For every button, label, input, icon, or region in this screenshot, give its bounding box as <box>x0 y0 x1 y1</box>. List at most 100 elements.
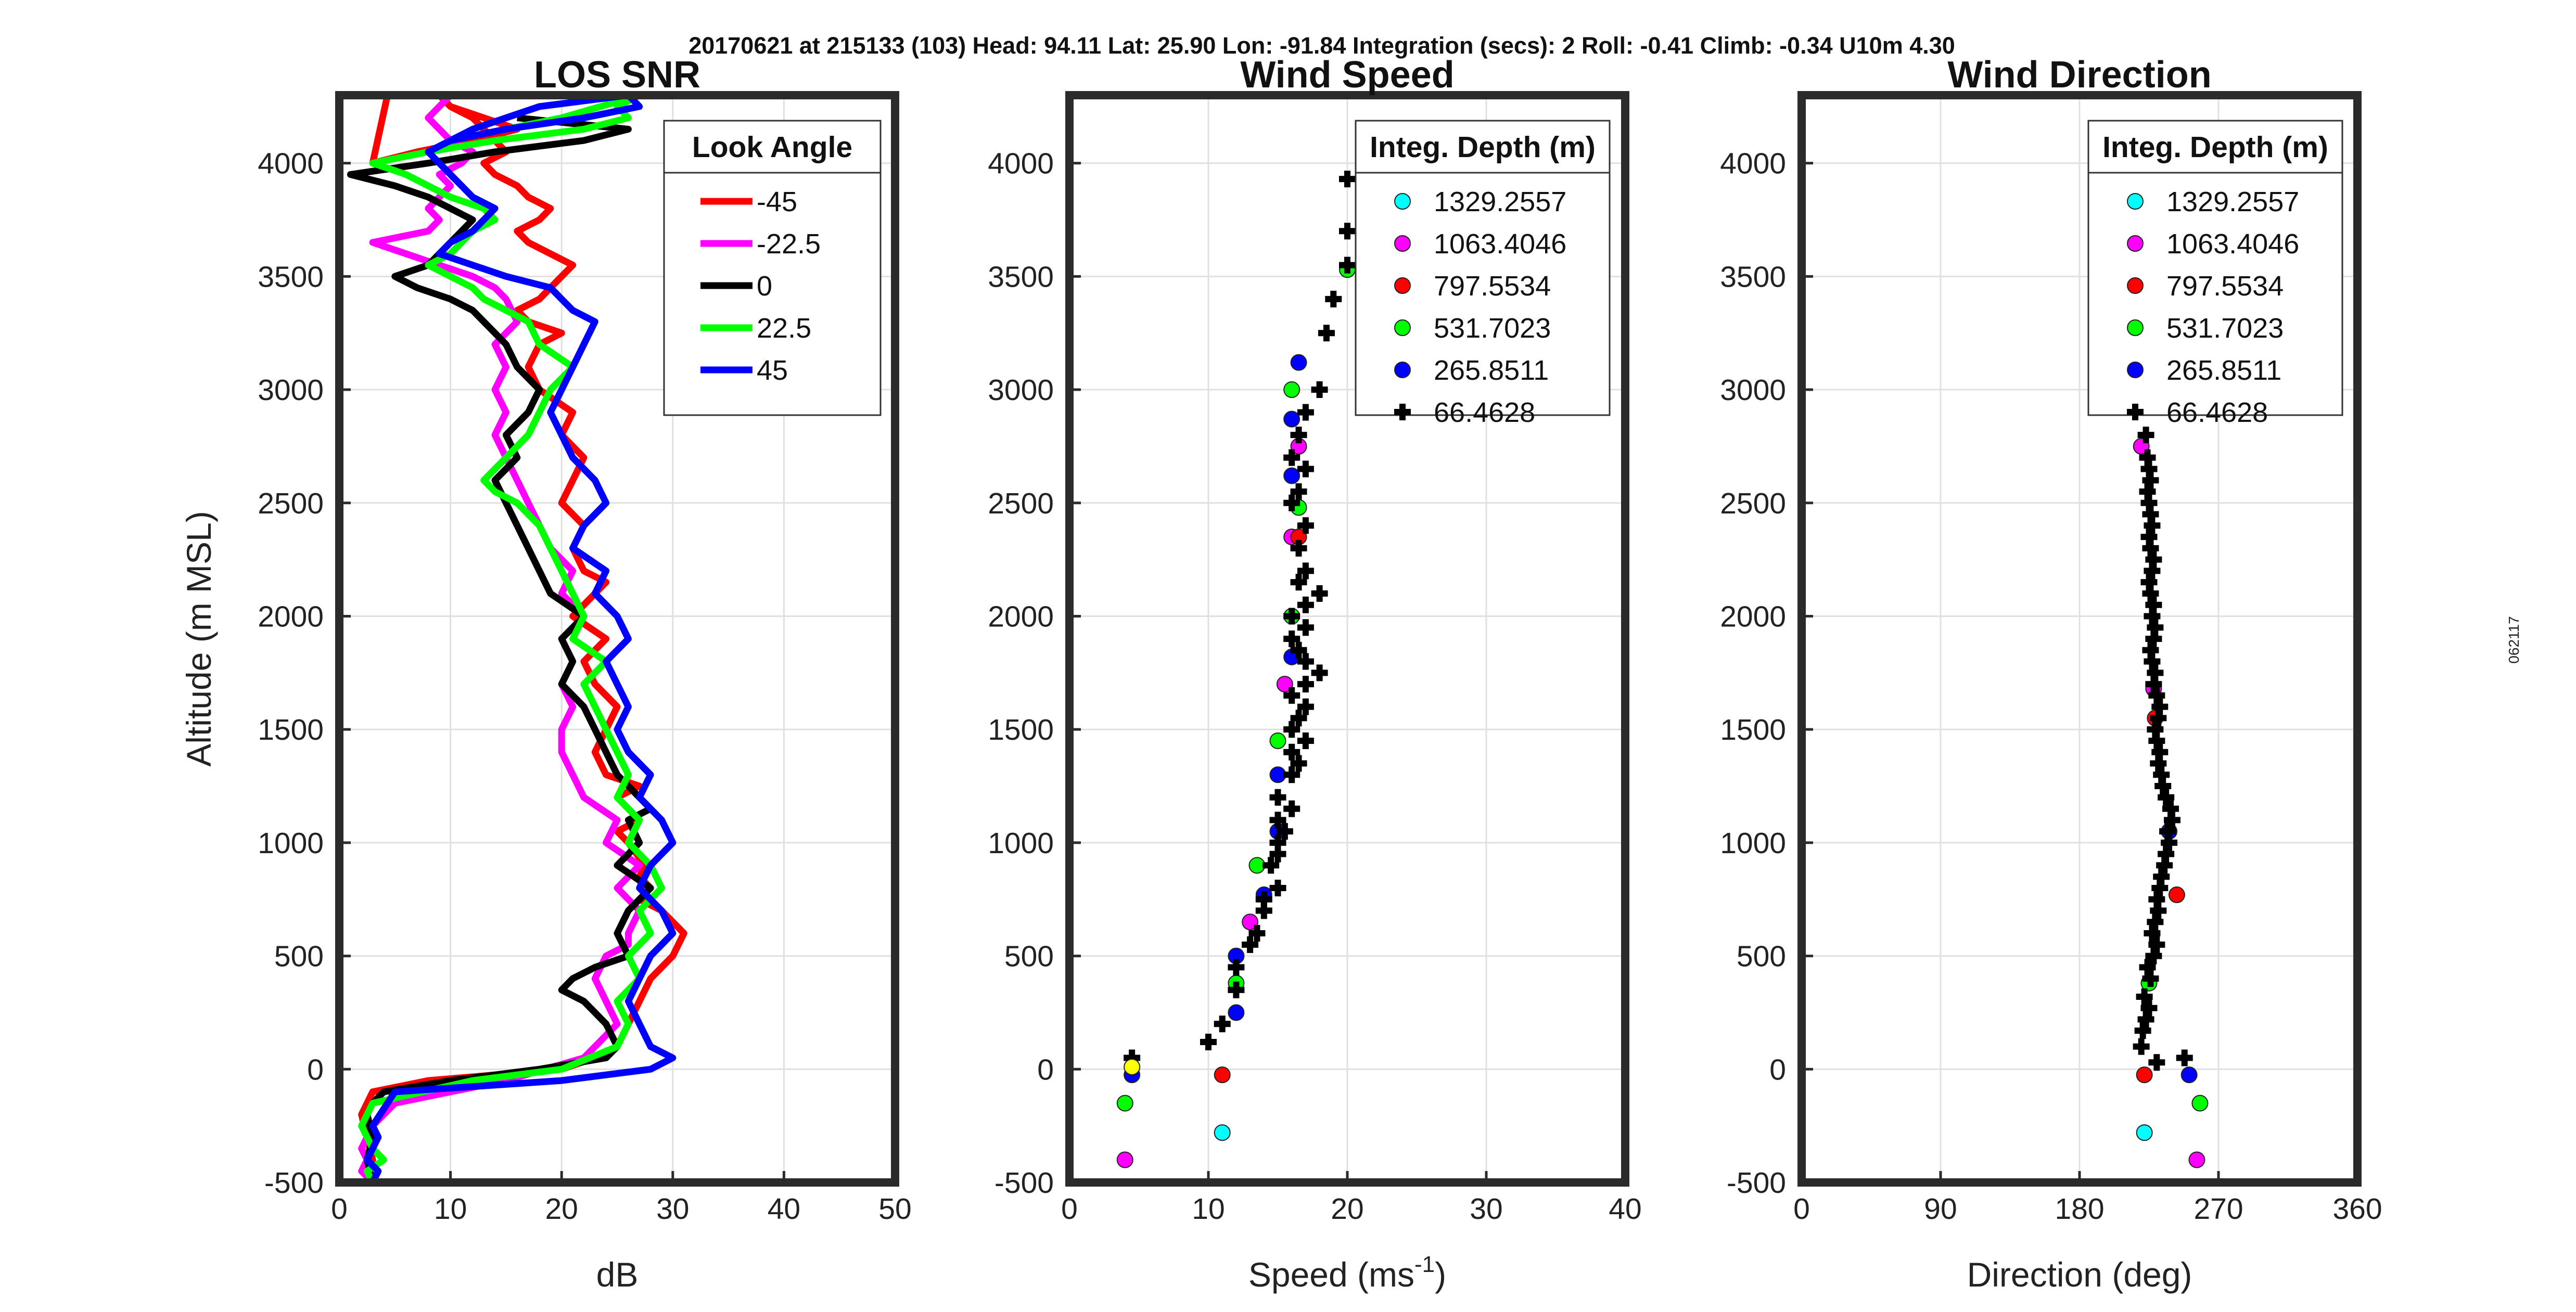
y-tick-label: 3500 <box>258 260 324 293</box>
legend-entry: 1329.2557 <box>1434 186 1566 217</box>
plus-marker <box>1269 789 1286 806</box>
x-tick-label: 0 <box>1061 1192 1078 1226</box>
y-tick-label: 1500 <box>258 713 324 747</box>
legend-swatch-plus <box>1394 404 1411 420</box>
plus-marker <box>1297 732 1314 749</box>
plus-marker <box>1339 256 1356 274</box>
legend-entry: 531.7023 <box>1434 313 1551 344</box>
plus-marker <box>1318 325 1335 342</box>
legend-entry: 265.8511 <box>2166 355 2281 386</box>
y-tick-label: 3000 <box>988 374 1054 407</box>
plus-marker <box>1214 1015 1231 1033</box>
plus-marker <box>1283 766 1300 783</box>
legend-entry: 797.5534 <box>2166 271 2284 302</box>
circle-marker <box>2136 1124 2153 1141</box>
plus-marker <box>1283 449 1300 466</box>
plus-marker <box>2176 1049 2193 1066</box>
circle-marker <box>1228 1004 1245 1021</box>
legend-entry: 531.7023 <box>2166 313 2284 344</box>
y-tick-label: 500 <box>1737 940 1786 973</box>
plus-marker <box>1283 631 1300 647</box>
plus-marker <box>1283 800 1300 817</box>
plus-marker <box>1283 743 1300 761</box>
y-tick-label: 4000 <box>988 147 1054 181</box>
legend-entry: 1329.2557 <box>2166 186 2299 217</box>
legend-swatch-circle <box>2127 235 2144 252</box>
x-tick-label: 30 <box>656 1192 689 1226</box>
y-tick-label: 500 <box>1004 940 1054 973</box>
subplot-2: 0 10 20 30 40-500050010001500200025003000350… <box>988 54 1642 1294</box>
plus-marker <box>1283 687 1300 704</box>
legend-entry: 797.5534 <box>1434 271 1551 302</box>
plus-marker <box>1297 460 1314 478</box>
y-tick-label: 3500 <box>988 260 1054 293</box>
x-tick-label: 40 <box>768 1192 800 1226</box>
circle-marker <box>2136 1066 2153 1084</box>
y-tick-label: 3500 <box>1720 260 1786 293</box>
legend-entry: 45 <box>757 355 788 386</box>
legend-entry: -45 <box>757 186 797 217</box>
x-tick-label: 30 <box>1470 1192 1502 1226</box>
plus-marker <box>1283 608 1300 625</box>
legend-entry: 1063.4046 <box>1434 228 1566 260</box>
axes-box <box>335 91 899 1187</box>
plus-marker <box>1269 812 1286 829</box>
plot-data <box>1116 171 1356 1168</box>
side-stamp: 062117 <box>2506 616 2522 663</box>
y-tick-label: 2500 <box>258 487 324 520</box>
circle-marker <box>1269 766 1286 783</box>
y-tick-label: 1000 <box>1720 827 1786 860</box>
y-tick-label: 2500 <box>988 487 1054 520</box>
legend-entry: 265.8511 <box>1434 355 1549 386</box>
y-tick-label: -500 <box>1727 1166 1786 1200</box>
subplot-title: LOS SNR <box>534 54 700 96</box>
plus-marker <box>1276 823 1293 840</box>
plus-marker <box>1290 755 1307 772</box>
plus-marker <box>1200 1034 1217 1051</box>
x-tick-label: 20 <box>545 1192 578 1226</box>
legend-entry: 66.4628 <box>1434 397 1535 428</box>
plus-marker <box>2148 936 2165 953</box>
legend: Integ. Depth (m) 1329.2557 1063.4046 797.55… <box>1355 120 1611 428</box>
plus-marker <box>1297 676 1314 693</box>
x-axis-label-main: Speed (ms <box>1248 1255 1414 1294</box>
plus-marker <box>1339 223 1356 240</box>
legend-swatch-circle <box>2127 193 2144 210</box>
y-tick-label: 0 <box>1037 1053 1054 1086</box>
legend-entry: -22.5 <box>757 228 821 260</box>
plus-marker <box>1228 981 1245 998</box>
y-tick-label: 4000 <box>1720 147 1786 181</box>
plus-marker <box>2139 959 2156 976</box>
plus-marker <box>1290 710 1307 727</box>
plus-marker <box>1290 641 1307 659</box>
legend-swatch-circle <box>1394 235 1411 252</box>
plus-marker <box>1297 517 1314 534</box>
plus-marker <box>1297 596 1314 613</box>
plus-marker <box>1297 562 1314 580</box>
y-tick-label: 2500 <box>1720 487 1786 520</box>
y-tick-label: 4000 <box>258 147 324 181</box>
y-tick-label: 0 <box>307 1053 324 1086</box>
plus-marker <box>1297 404 1314 421</box>
x-tick-label: 270 <box>2194 1192 2243 1226</box>
legend-swatch-circle <box>2127 362 2144 378</box>
subplots: 0 10 20 30 40 50-5000500100015002000250030003… <box>180 54 2382 1294</box>
legend-box <box>663 120 882 416</box>
y-axis-label: Altitude (m MSL) <box>180 511 218 766</box>
circle-marker <box>1283 410 1300 428</box>
plus-marker <box>1290 427 1307 444</box>
legend-entry: 22.5 <box>757 313 811 344</box>
y-tick-label: 500 <box>274 940 324 973</box>
plus-marker <box>1339 171 1356 188</box>
y-tick-label: 1500 <box>1720 713 1786 747</box>
x-axis-label: Speed (ms-1) <box>1248 1252 1446 1294</box>
legend-swatch-plus <box>2127 404 2144 420</box>
x-axis-label: dB <box>596 1255 639 1294</box>
y-tick-label: -500 <box>264 1166 324 1200</box>
plus-marker <box>2162 800 2179 817</box>
plus-marker <box>2148 1054 2165 1071</box>
figure-header: 20170621 at 215133 (103) Head: 94.11 Lat… <box>688 32 1955 59</box>
legend-title: Look Angle <box>692 131 852 164</box>
x-axis-label-end: ) <box>1435 1255 1446 1294</box>
